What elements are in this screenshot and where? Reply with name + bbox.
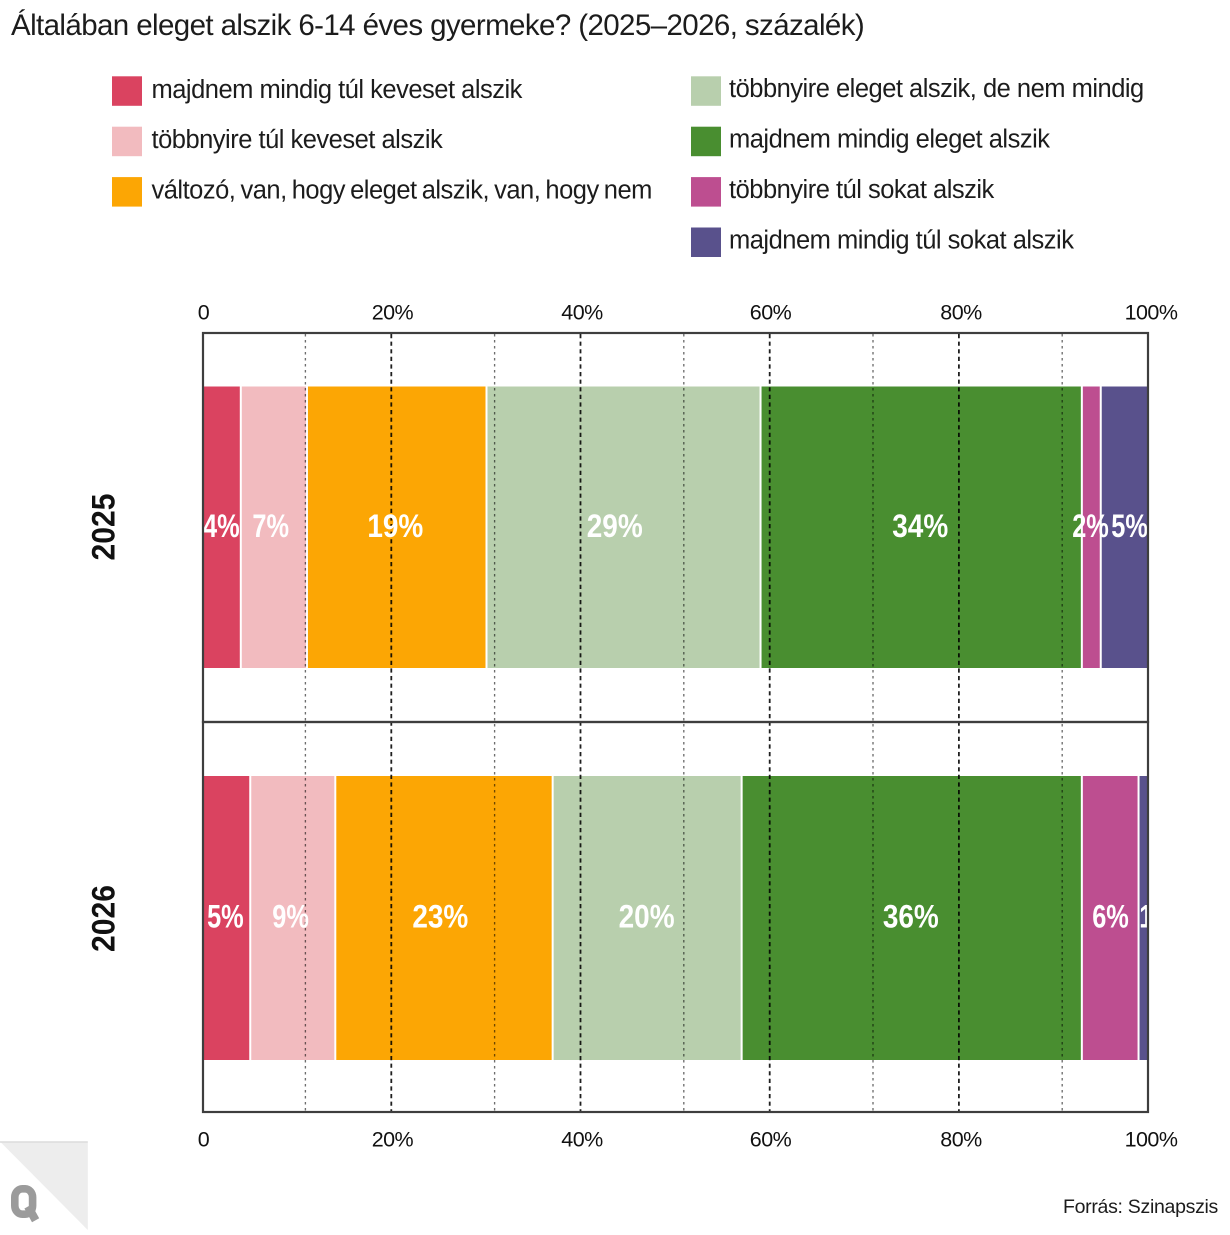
svg-text:20%: 20% <box>372 301 414 325</box>
svg-text:36%: 36% <box>883 900 939 935</box>
svg-text:4%: 4% <box>203 509 240 545</box>
svg-text:80%: 80% <box>940 301 982 325</box>
svg-text:0: 0 <box>198 301 210 325</box>
svg-text:100%: 100% <box>1125 1128 1178 1152</box>
svg-text:Általában eleget alszik 6-14 é: Általában eleget alszik 6-14 éves gyerme… <box>11 9 864 42</box>
svg-text:5%: 5% <box>1111 509 1148 545</box>
svg-text:60%: 60% <box>750 301 792 325</box>
svg-text:változó, van, hogy eleget alsz: változó, van, hogy eleget alszik, van, h… <box>152 177 652 205</box>
svg-text:majdnem mindig túl sokat alszi: majdnem mindig túl sokat alszik <box>729 226 1074 254</box>
svg-text:34%: 34% <box>892 509 948 544</box>
svg-text:19%: 19% <box>367 509 423 544</box>
svg-text:20%: 20% <box>619 900 675 935</box>
svg-text:20%: 20% <box>372 1128 414 1152</box>
svg-text:Forrás: Szinapszis: Forrás: Szinapszis <box>1063 1196 1219 1218</box>
svg-text:6%: 6% <box>1092 900 1129 936</box>
svg-text:1%: 1% <box>1139 900 1176 936</box>
svg-text:9%: 9% <box>272 900 309 936</box>
svg-text:5%: 5% <box>207 900 244 936</box>
svg-text:2025: 2025 <box>86 494 122 561</box>
svg-text:100%: 100% <box>1125 301 1178 325</box>
svg-text:23%: 23% <box>412 900 468 935</box>
svg-text:7%: 7% <box>252 509 289 545</box>
svg-text:40%: 40% <box>561 1128 603 1152</box>
svg-text:többnyire túl keveset alszik: többnyire túl keveset alszik <box>152 126 443 154</box>
svg-text:többnyire eleget alszik, de ne: többnyire eleget alszik, de nem mindig <box>729 75 1144 103</box>
svg-text:80%: 80% <box>940 1128 982 1152</box>
svg-text:2%: 2% <box>1072 509 1109 545</box>
svg-text:2026: 2026 <box>86 885 122 952</box>
svg-text:többnyire túl sokat alszik: többnyire túl sokat alszik <box>729 176 995 204</box>
svg-text:majdnem mindig eleget alszik: majdnem mindig eleget alszik <box>729 126 1050 154</box>
svg-text:40%: 40% <box>561 301 603 325</box>
svg-text:60%: 60% <box>750 1128 792 1152</box>
svg-text:29%: 29% <box>587 509 643 544</box>
svg-text:0: 0 <box>198 1128 210 1152</box>
svg-text:majdnem mindig túl keveset als: majdnem mindig túl keveset alszik <box>152 76 523 104</box>
